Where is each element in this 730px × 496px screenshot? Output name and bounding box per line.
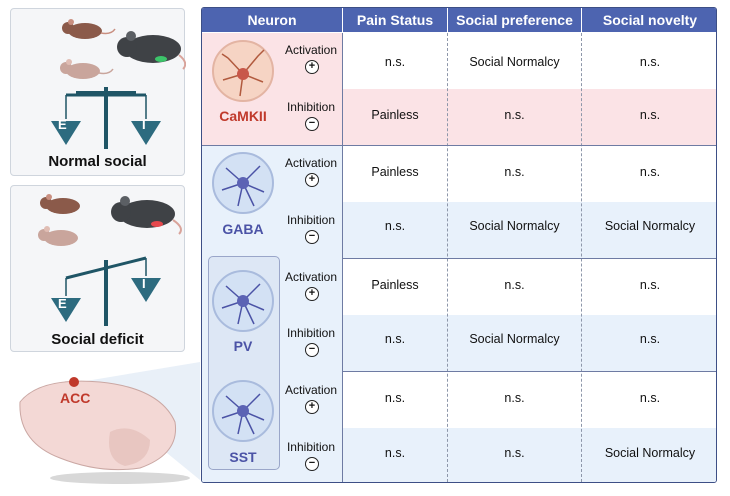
brain-illustration (19, 362, 200, 484)
normal-social-caption: Normal social (48, 153, 147, 170)
pv-neuron-icon (212, 270, 274, 332)
gaba-neuron-icon (212, 152, 274, 214)
row-label-inhibition: Inhibition (286, 213, 336, 227)
minus-icon: − (305, 457, 319, 471)
row-label-activation: Activation (284, 270, 338, 284)
header-pain-status: Pain Status (343, 8, 447, 32)
inhibition-label: I (142, 276, 146, 291)
cell-pain-status: n.s. (384, 219, 406, 233)
balance-scale-icon (51, 256, 161, 326)
acc-label: ACC (60, 390, 91, 406)
excitation-label: E (58, 117, 67, 132)
header-social-novelty: Social novelty (582, 8, 716, 32)
neuron-name-camkii: CaMKII (219, 108, 267, 124)
cell-social-novelty: n.s. (639, 165, 661, 179)
cell-social-preference: Social Normalcy (469, 332, 560, 346)
row-label-inhibition: Inhibition (286, 100, 336, 114)
cell-social-preference: n.s. (504, 446, 525, 460)
cell-social-preference: n.s. (504, 391, 525, 405)
excitation-label: E (58, 296, 67, 311)
cell-pain-status: n.s. (384, 55, 406, 69)
header-social-preference: Social preference (448, 8, 581, 32)
cell-pain-status: Painless (371, 165, 419, 179)
cell-social-novelty: n.s. (639, 55, 661, 69)
mouse-icon (40, 194, 80, 214)
cell-pain-status: n.s. (384, 446, 406, 460)
header-neuron: Neuron (202, 8, 342, 32)
minus-icon: − (305, 117, 319, 131)
mouse-icon (111, 196, 182, 235)
inhibition-label: I (142, 117, 146, 132)
cell-pain-status: Painless (371, 108, 419, 122)
mouse-icon (38, 226, 78, 246)
cell-pain-status: n.s. (384, 332, 406, 346)
cell-social-preference: n.s. (504, 165, 525, 179)
cell-social-novelty: Social Normalcy (604, 219, 696, 233)
cell-social-novelty: n.s. (639, 332, 661, 346)
plus-icon: + (305, 287, 319, 301)
mouse-icon (62, 19, 116, 39)
row-label-inhibition: Inhibition (286, 440, 336, 454)
cell-social-novelty: n.s. (639, 391, 661, 405)
neuron-name-gaba: GABA (222, 221, 264, 237)
mouse-icon (60, 59, 114, 79)
camkii-neuron-icon (212, 40, 274, 102)
cell-pain-status: n.s. (384, 391, 406, 405)
row-label-inhibition: Inhibition (286, 326, 336, 340)
social-deficit-illustration (38, 194, 182, 326)
minus-icon: − (305, 230, 319, 244)
plus-icon: + (305, 60, 319, 74)
cell-social-novelty: n.s. (639, 108, 661, 122)
neuron-name-sst: SST (229, 449, 257, 465)
social-deficit-caption: Social deficit (51, 331, 144, 348)
neuron-name-pv: PV (233, 338, 253, 354)
cell-pain-status: Painless (371, 278, 419, 292)
cell-social-preference: Social Normalcy (469, 55, 560, 69)
sst-neuron-icon (212, 380, 274, 442)
row-label-activation: Activation (284, 43, 338, 57)
cell-social-preference: n.s. (504, 108, 525, 122)
cell-social-preference: Social Normalcy (469, 219, 560, 233)
balance-scale-icon (51, 87, 161, 149)
cell-social-novelty: n.s. (639, 278, 661, 292)
minus-icon: − (305, 343, 319, 357)
normal-social-illustration (51, 19, 186, 149)
social-deficit-panel: E I Social deficit (10, 185, 185, 352)
plus-icon: + (305, 400, 319, 414)
plus-icon: + (305, 173, 319, 187)
row-label-activation: Activation (284, 383, 338, 397)
cell-social-preference: n.s. (504, 278, 525, 292)
neuron-table: Neuron Pain Status Social preference Soc… (201, 7, 717, 483)
mouse-icon (117, 31, 186, 70)
normal-social-panel: E I Normal social (10, 8, 186, 176)
cell-social-novelty: Social Normalcy (604, 446, 696, 460)
row-label-activation: Activation (284, 156, 338, 170)
